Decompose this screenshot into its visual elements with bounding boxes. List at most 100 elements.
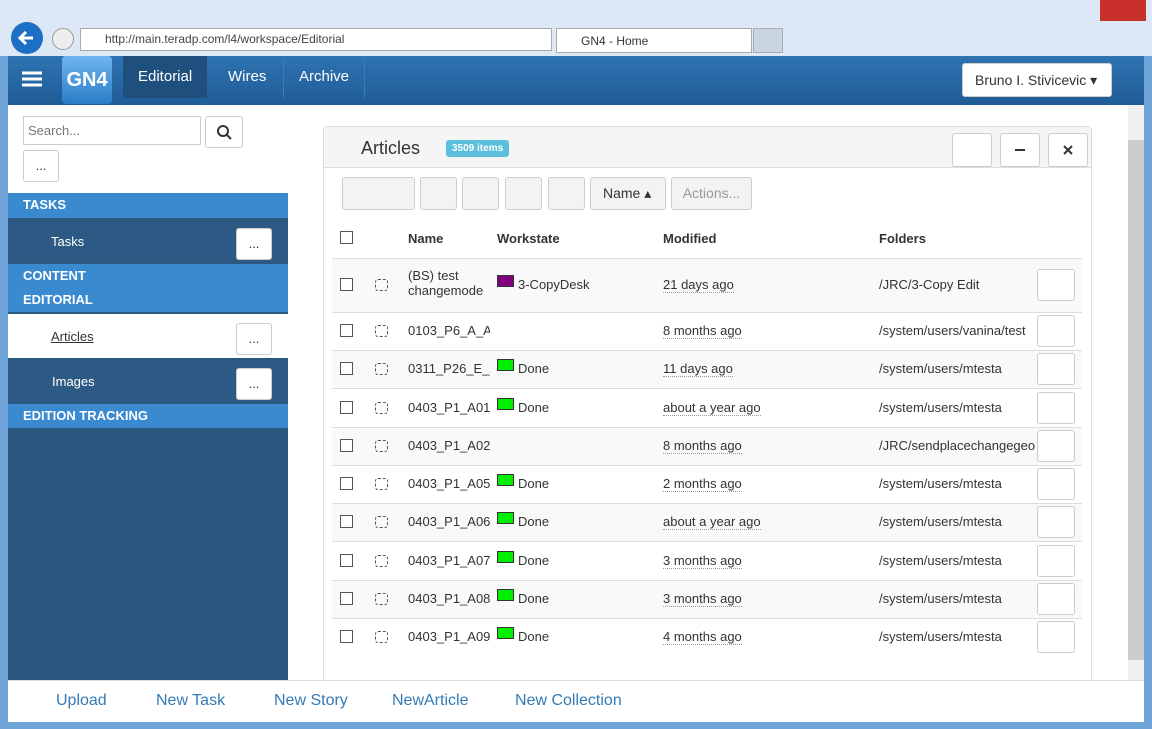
workstate-color xyxy=(497,359,514,371)
item-more[interactable]: ... xyxy=(236,228,272,260)
browser-tab[interactable]: GN4 - Home xyxy=(556,28,752,53)
row-name[interactable]: 0403_P1_A05 xyxy=(408,476,490,491)
table-row[interactable] xyxy=(332,427,1082,465)
row-menu[interactable] xyxy=(1037,583,1075,615)
search-input[interactable]: Search... xyxy=(23,116,201,145)
pin-button[interactable] xyxy=(952,133,992,167)
footer-link[interactable]: NewArticle xyxy=(392,692,469,709)
row-menu[interactable] xyxy=(1037,391,1075,424)
row-checkbox[interactable] xyxy=(340,553,353,567)
row-menu[interactable] xyxy=(1037,544,1075,577)
user-name: Bruno I. Stivicevic xyxy=(975,72,1087,88)
select-all[interactable] xyxy=(340,231,353,244)
workstate-label: Done xyxy=(518,399,550,415)
new-tab[interactable] xyxy=(753,28,783,53)
footer-link[interactable]: New Collection xyxy=(515,692,622,709)
row-modified: 8 months ago xyxy=(663,438,742,454)
logo[interactable]: GN4 xyxy=(62,56,112,104)
row-folder: /system/users/mtesta xyxy=(879,476,1002,491)
item-more[interactable]: ... xyxy=(236,323,272,355)
row-checkbox[interactable] xyxy=(340,400,353,414)
row-menu[interactable] xyxy=(1037,468,1075,500)
table-row[interactable] xyxy=(332,541,1082,580)
table-row[interactable] xyxy=(332,312,1082,350)
row-name[interactable]: 0403_P1_A09 xyxy=(408,629,490,644)
workstate-color xyxy=(497,397,514,410)
nav-tab[interactable]: Archive xyxy=(283,56,366,98)
table-row[interactable] xyxy=(332,388,1082,427)
row-name[interactable]: 0103_P6_A_A xyxy=(408,323,490,338)
search-more[interactable]: ... xyxy=(23,150,59,182)
user-menu[interactable]: Bruno I. Stivicevic ▾ xyxy=(962,63,1112,97)
row-menu[interactable] xyxy=(1037,430,1075,462)
footer-link[interactable]: New Story xyxy=(274,692,348,709)
column-header: Name xyxy=(408,231,444,246)
table-row[interactable] xyxy=(332,258,1082,312)
table-row[interactable] xyxy=(332,350,1082,388)
row-name[interactable]: 0311_P26_E_A xyxy=(408,361,490,376)
row-folder: /system/users/mtesta xyxy=(879,591,1002,606)
zoom-button[interactable] xyxy=(505,177,542,210)
row-modified: about a year ago xyxy=(663,514,761,530)
row-menu[interactable] xyxy=(1037,315,1075,347)
row-checkbox[interactable] xyxy=(340,439,353,452)
nav-tab[interactable]: Editorial xyxy=(123,56,208,98)
address-bar[interactable]: http://main.teradp.com/l4/workspace/Edit… xyxy=(80,28,552,51)
workstate-color xyxy=(497,589,514,601)
footer-link[interactable]: Upload xyxy=(56,692,107,709)
sort-button[interactable]: Name ▴ xyxy=(590,177,666,210)
table-row[interactable] xyxy=(332,580,1082,618)
row-menu[interactable] xyxy=(1037,269,1075,301)
row-checkbox[interactable] xyxy=(340,630,353,643)
row-checkbox[interactable] xyxy=(340,592,353,605)
row-folder: /system/users/mtesta xyxy=(879,361,1002,376)
row-checkbox[interactable] xyxy=(340,324,353,337)
footer-link[interactable]: New Task xyxy=(156,692,226,709)
forward-button[interactable] xyxy=(52,28,74,50)
refresh-button[interactable] xyxy=(420,177,457,210)
row-checkbox[interactable] xyxy=(340,278,353,291)
row-name[interactable]: 0403_P1_A07 xyxy=(408,552,490,568)
search-button[interactable] xyxy=(205,116,243,148)
table-row[interactable] xyxy=(332,618,1082,656)
row-icon xyxy=(375,440,388,452)
item-more[interactable]: ... xyxy=(236,368,272,400)
row-menu[interactable] xyxy=(1037,506,1075,538)
row-menu[interactable] xyxy=(1037,353,1075,385)
row-checkbox[interactable] xyxy=(340,477,353,490)
row-modified: 8 months ago xyxy=(663,323,742,339)
row-name[interactable]: 0403_P1_A08 xyxy=(408,591,490,606)
scrollbar[interactable] xyxy=(1128,105,1144,680)
workstate-label: Done xyxy=(518,552,550,568)
workstate-label: Done xyxy=(518,629,550,644)
row-name[interactable]: (BS) test changemode xyxy=(408,268,484,298)
minimize-button[interactable] xyxy=(1000,133,1040,167)
row-checkbox[interactable] xyxy=(340,362,353,375)
nav-tab[interactable]: Wires xyxy=(228,68,267,85)
row-checkbox[interactable] xyxy=(340,515,353,528)
section-header: CONTENT EDITORIAL xyxy=(8,264,288,312)
history-buttons[interactable] xyxy=(342,177,415,210)
actions-button[interactable]: Actions... xyxy=(671,177,752,210)
row-name[interactable]: 0403_P1_A02 xyxy=(408,438,490,453)
row-folder: /system/users/mtesta xyxy=(879,552,1002,568)
count-badge: 3509 items xyxy=(446,140,510,157)
row-icon xyxy=(375,279,388,291)
header-text: CONTENT xyxy=(23,268,86,283)
row-name[interactable]: 0403_P1_A01 xyxy=(408,399,490,415)
menu-button[interactable] xyxy=(22,70,44,88)
header-text: EDITORIAL xyxy=(23,292,93,307)
close-panel[interactable] xyxy=(1048,133,1088,167)
panel-title: Articles xyxy=(361,138,421,158)
row-icon xyxy=(375,363,388,375)
row-icon xyxy=(375,631,388,643)
table-row[interactable] xyxy=(332,465,1082,503)
settings-button[interactable] xyxy=(548,177,585,210)
save-button[interactable] xyxy=(462,177,499,210)
back-button[interactable] xyxy=(11,22,43,54)
row-menu[interactable] xyxy=(1037,621,1075,653)
table-row[interactable] xyxy=(332,503,1082,541)
close-window[interactable] xyxy=(1100,0,1146,21)
footer xyxy=(8,680,1144,722)
row-name[interactable]: 0403_P1_A06 xyxy=(408,514,490,529)
